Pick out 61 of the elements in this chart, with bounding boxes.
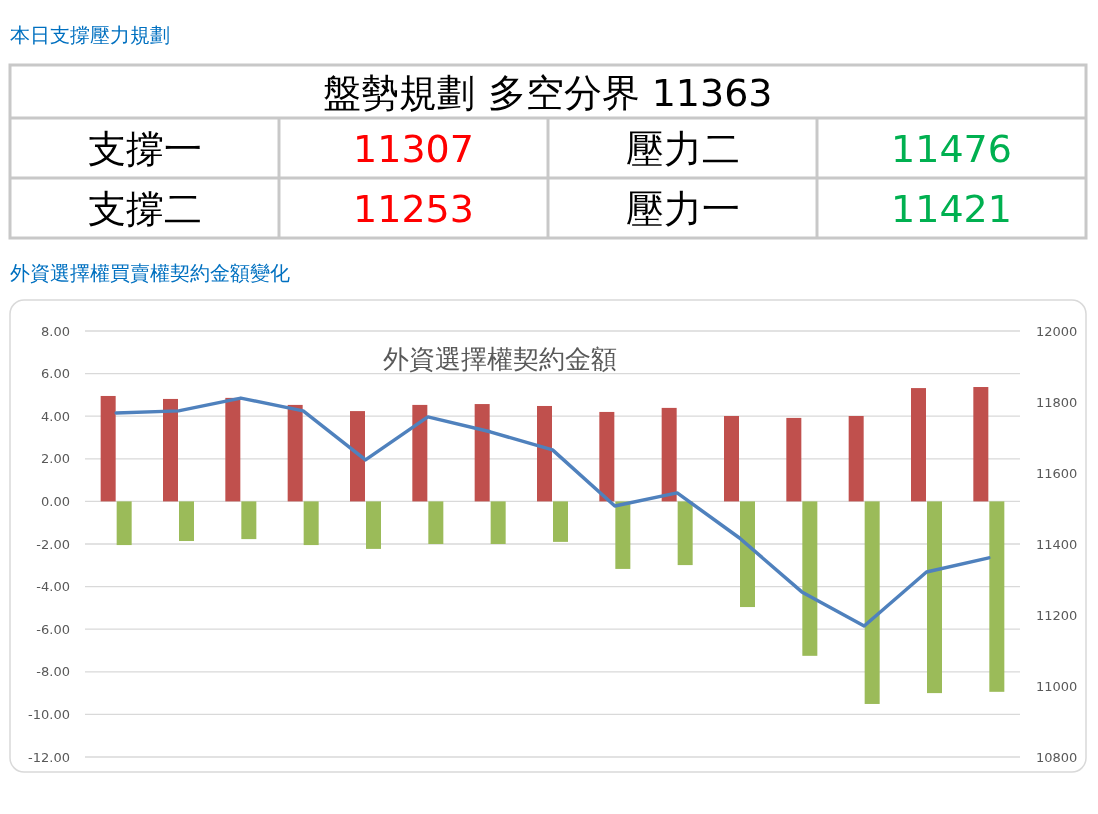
bar bbox=[474, 404, 490, 502]
y-tick-label: -10.00 bbox=[28, 706, 70, 722]
line-series bbox=[114, 396, 991, 628]
bar bbox=[366, 501, 381, 549]
text: 外資選擇權契約金額 bbox=[383, 344, 617, 374]
bar bbox=[287, 404, 303, 502]
category-label: 支撐一 bbox=[87, 127, 202, 171]
y2-tick-label: 11200 bbox=[1036, 607, 1078, 623]
bar bbox=[864, 501, 880, 704]
bar bbox=[537, 405, 552, 502]
text: 盤勢規劃 多空分界 11363 bbox=[323, 71, 773, 115]
bar bbox=[740, 501, 755, 608]
category-label: 壓力一 bbox=[625, 187, 740, 231]
bar bbox=[973, 387, 989, 502]
bar bbox=[848, 415, 864, 502]
bar bbox=[599, 411, 615, 502]
data-label: 11476 bbox=[891, 127, 1012, 171]
data-label: 11307 bbox=[353, 127, 474, 171]
data-label: 11421 bbox=[891, 187, 1012, 231]
y-tick-label: 8.00 bbox=[41, 323, 70, 339]
y-tick-label: -6.00 bbox=[36, 621, 70, 637]
bar bbox=[179, 501, 194, 542]
y-tick-label: -4.00 bbox=[36, 579, 70, 595]
bar bbox=[428, 501, 444, 544]
bar bbox=[553, 501, 568, 542]
bar bbox=[490, 501, 506, 544]
bar bbox=[724, 415, 739, 502]
data-label: 11253 bbox=[353, 187, 474, 231]
bar bbox=[615, 501, 631, 569]
y-tick-label: -2.00 bbox=[36, 536, 70, 552]
bar bbox=[100, 395, 116, 502]
y2-tick-label: 12000 bbox=[1036, 323, 1078, 339]
bar bbox=[225, 397, 241, 502]
y-tick-label: 0.00 bbox=[41, 493, 70, 509]
category-label: 壓力二 bbox=[625, 127, 740, 171]
bar bbox=[786, 417, 802, 502]
bar bbox=[303, 501, 319, 546]
y-tick-label: -8.00 bbox=[36, 664, 70, 680]
bar bbox=[677, 501, 693, 566]
bar bbox=[412, 404, 428, 502]
bar bbox=[911, 388, 926, 502]
bar bbox=[116, 501, 132, 546]
bar bbox=[802, 501, 818, 656]
chart-title: 外資選擇權買賣權契約金額變化 bbox=[10, 261, 290, 285]
y-tick-label: -12.00 bbox=[28, 749, 70, 765]
y2-tick-label: 11000 bbox=[1036, 678, 1078, 694]
y2-tick-label: 10800 bbox=[1036, 749, 1078, 765]
category-label: 支撐二 bbox=[87, 187, 202, 231]
y2-tick-label: 11800 bbox=[1036, 394, 1078, 410]
bar bbox=[350, 411, 365, 502]
bar bbox=[241, 501, 257, 540]
text: 本日支撐壓力規劃 bbox=[10, 23, 170, 47]
bar bbox=[661, 407, 677, 502]
bar bbox=[989, 501, 1005, 692]
bar bbox=[163, 398, 178, 502]
y2-tick-label: 11400 bbox=[1036, 536, 1078, 552]
bar bbox=[927, 501, 942, 694]
y-tick-label: 4.00 bbox=[41, 408, 70, 424]
y2-tick-label: 11600 bbox=[1036, 465, 1078, 481]
y-tick-label: 2.00 bbox=[41, 451, 70, 467]
y-tick-label: 6.00 bbox=[41, 366, 70, 382]
